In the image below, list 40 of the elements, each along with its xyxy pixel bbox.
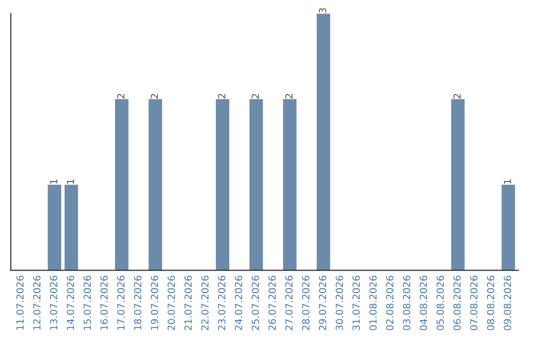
x-tick-label: 12.07.2026 — [33, 276, 41, 330]
x-tick-label: 13.07.2026 — [50, 276, 58, 330]
x-tick-label: 04.08.2026 — [420, 276, 428, 330]
data-label: 3 — [318, 8, 326, 13]
data-label: 1 — [504, 179, 511, 184]
data-label: 2 — [453, 94, 461, 98]
x-tick-label: 09.08.2026 — [504, 276, 512, 330]
x-tick-label: 23.07.2026 — [218, 276, 226, 330]
data-label: 2 — [252, 94, 259, 98]
x-tick-label: 02.08.2026 — [386, 276, 394, 330]
x-tick-label: 14.07.2026 — [66, 276, 74, 330]
x-tick-label: 08.08.2026 — [486, 276, 494, 330]
data-label: 2 — [285, 94, 292, 98]
x-tick-label: 11.07.2026 — [16, 276, 24, 330]
x-tick-label: 15.07.2026 — [84, 276, 91, 330]
x-tick-label: 18.07.2026 — [134, 276, 142, 330]
x-tick-label: 01.08.2026 — [369, 276, 377, 330]
x-tick-label: 28.07.2026 — [302, 276, 310, 330]
data-label: 2 — [218, 94, 226, 98]
x-tick-label: 25.07.2026 — [252, 276, 260, 330]
data-label: 1 — [50, 179, 58, 184]
data-label: 1 — [66, 179, 74, 184]
x-tick-label: 29.07.2026 — [318, 276, 326, 330]
x-tick-label: 21.07.2026 — [184, 276, 192, 330]
data-label: 2 — [150, 94, 158, 98]
x-tick-label: 17.07.2026 — [117, 276, 125, 330]
x-tick-label: 31.07.2026 — [352, 276, 360, 330]
x-tick-label: 20.07.2026 — [168, 276, 175, 330]
x-tick-label: 07.08.2026 — [470, 276, 478, 330]
x-tick-label: 05.08.2026 — [436, 276, 444, 330]
x-tick-label: 22.07.2026 — [201, 276, 209, 330]
x-tick-label: 24.07.2026 — [234, 276, 242, 330]
x-tick-label: 27.07.2026 — [285, 276, 293, 330]
x-tick-label: 16.07.2026 — [100, 276, 108, 330]
data-label: 2 — [117, 94, 124, 98]
x-tick-label: 26.07.2026 — [268, 276, 276, 330]
x-tick-label: 30.07.2026 — [336, 276, 344, 330]
x-tick-label: 19.07.2026 — [150, 276, 158, 330]
x-tick-label: 06.08.2026 — [453, 276, 461, 330]
x-tick-label: 03.08.2026 — [402, 276, 410, 330]
